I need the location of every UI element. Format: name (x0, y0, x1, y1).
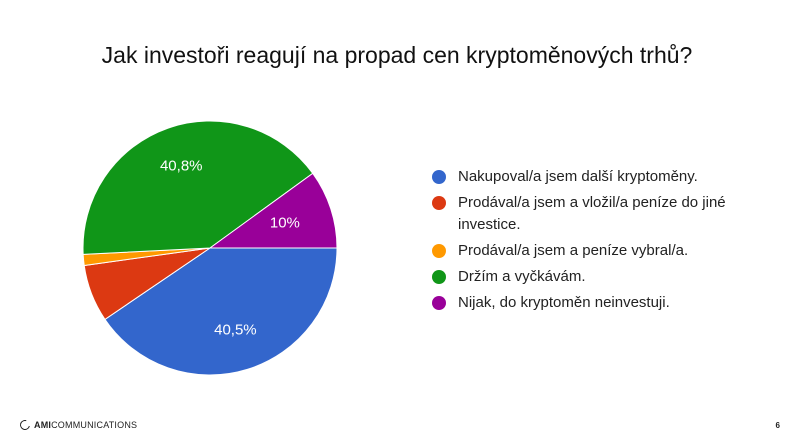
legend-label-2: Prodával/a jsem a vložil/a peníze do jin… (458, 194, 726, 233)
pie-slice-1 (104, 247, 338, 376)
legend-item-4: Držím a vyčkávám. (432, 266, 762, 288)
logo-text-bold: AMI (34, 420, 52, 430)
legend-item-5: Nijak, do kryptoměn neinvestuji. (432, 292, 762, 314)
logo-icon (18, 418, 32, 432)
legend-swatch-2 (432, 196, 446, 210)
legend-label-3: Prodával/a jsem a peníze vybral/a. (458, 242, 689, 259)
chart-title: Jak investoři reagují na propad cen kryp… (101, 42, 693, 68)
page-number: 6 (775, 421, 780, 430)
legend-swatch-5 (432, 296, 446, 310)
legend-label-4: Držím a vyčkávám. (458, 268, 586, 285)
pie-slice-4 (82, 120, 314, 255)
pie-slice-label-1: 40,5% (214, 322, 257, 339)
pie-chart-svg: 40,5% 40,8% 10% (82, 120, 338, 376)
legend-swatch-4 (432, 270, 446, 284)
legend-swatch-1 (432, 170, 446, 184)
company-logo: AMI COMMUNICATIONS (18, 418, 138, 432)
legend-item-3: Prodával/a jsem a peníze vybral/a. (432, 240, 762, 262)
pie-slice-label-5: 10% (270, 215, 300, 232)
logo-text: COMMUNICATIONS (51, 420, 138, 430)
pie-slice-5 (208, 172, 338, 249)
legend-swatch-3 (432, 244, 446, 258)
legend-item-2: Prodával/a jsem a vložil/a peníze do jin… (432, 192, 762, 236)
pie-chart: 40,5% 40,8% 10% (80, 118, 340, 378)
legend-label-5: Nijak, do kryptoměn neinvestuji. (458, 294, 670, 311)
legend-item-1: Nakupoval/a jsem další kryptoměny. (432, 166, 762, 188)
chart-legend: Nakupoval/a jsem další kryptoměny. Prodáv… (432, 166, 762, 318)
pie-slice-label-4: 40,8% (160, 158, 203, 175)
legend-label-1: Nakupoval/a jsem další kryptoměny. (458, 168, 698, 185)
